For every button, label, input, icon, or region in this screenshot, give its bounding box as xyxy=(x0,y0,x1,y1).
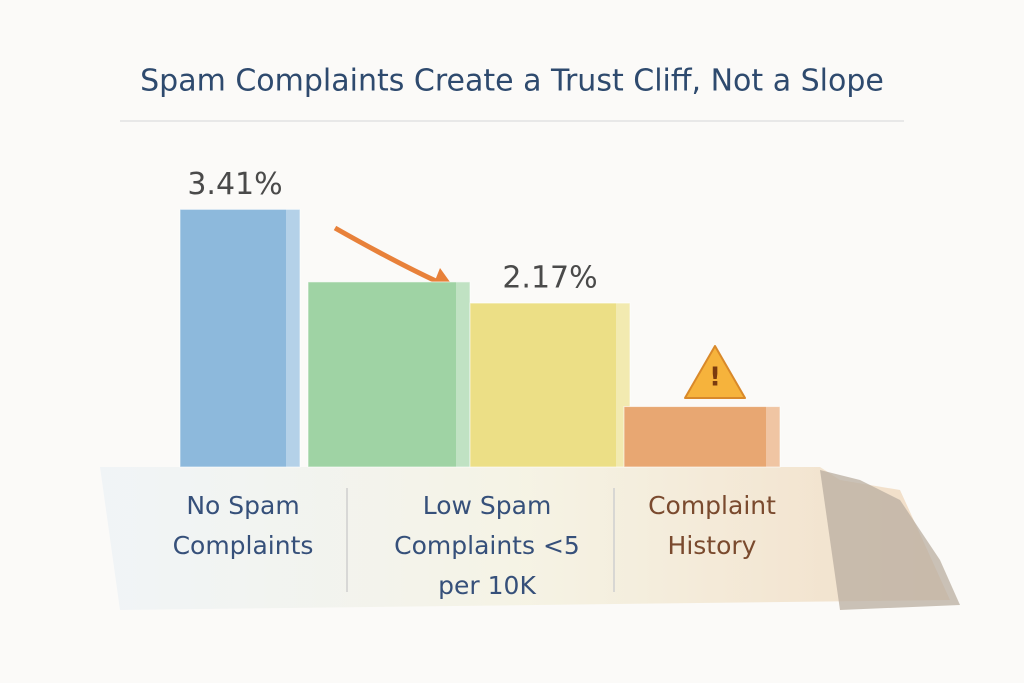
bar xyxy=(307,281,471,468)
x-tick-label: Complaint History xyxy=(648,491,776,560)
warning-mark: ! xyxy=(709,363,721,393)
bar xyxy=(179,208,301,468)
bar xyxy=(469,302,631,468)
warning-icon xyxy=(684,345,746,399)
cliff-rocks xyxy=(820,470,960,610)
bar-side xyxy=(766,406,780,467)
x-tick-label: No Spam Complaints xyxy=(172,491,314,560)
bar xyxy=(623,406,781,468)
chart-title: Spam Complaints Create a Trust Cliff, No… xyxy=(140,64,884,99)
value-label: 2.17% xyxy=(502,261,597,296)
ground xyxy=(100,467,950,610)
bar-side xyxy=(286,209,300,467)
x-tick-label: Low Spam Complaints <5 per 10K xyxy=(394,491,580,600)
trend-arrow xyxy=(333,225,440,285)
bar-side xyxy=(456,281,470,467)
value-label: 3.41% xyxy=(187,167,282,202)
